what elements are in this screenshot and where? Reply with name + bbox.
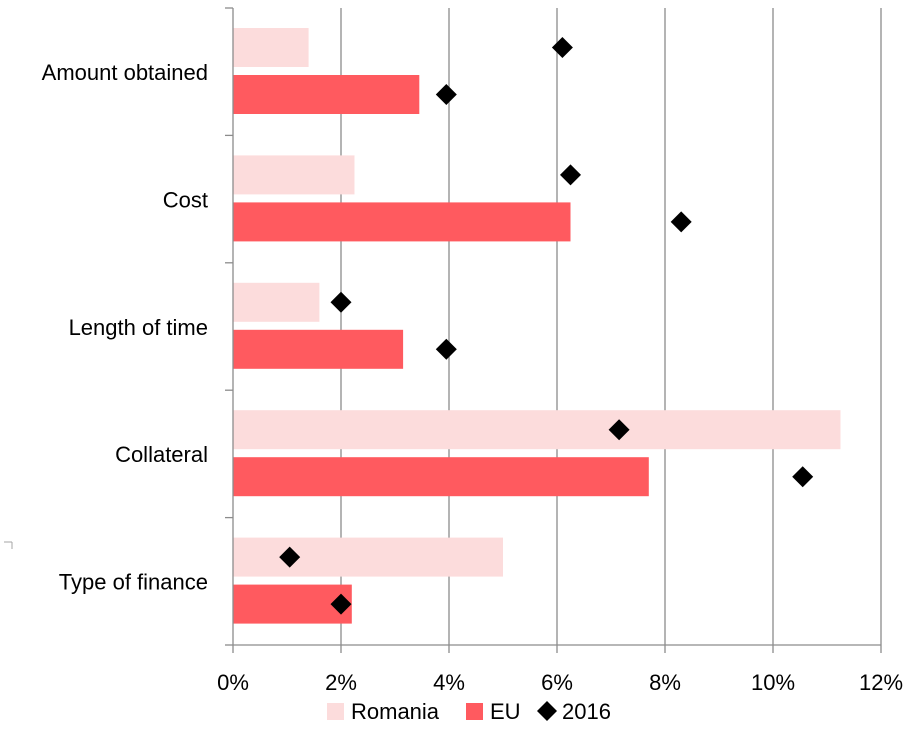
marker-2016-romania (608, 419, 630, 441)
x-tick-labels: 0% 2% 4% 6% 8% 10% 12% (217, 670, 903, 695)
x-tick-label: 12% (859, 670, 903, 695)
legend-label-2016: 2016 (562, 699, 611, 724)
x-tick-label: 10% (751, 670, 795, 695)
x-tick-label: 4% (433, 670, 465, 695)
marker-2016-eu (330, 593, 352, 615)
marker-2016-romania (551, 37, 573, 58)
x-tick-label: 2% (325, 670, 357, 695)
x-tick-label: 0% (217, 670, 249, 695)
bar-romania (233, 282, 320, 322)
legend-label-eu: EU (490, 699, 521, 724)
marker-2016-eu (792, 466, 814, 488)
bar-romania (233, 537, 503, 577)
category-label: Collateral (115, 442, 208, 467)
bar-eu (233, 202, 571, 242)
category-label: Length of time (69, 315, 208, 340)
category-label: Amount obtained (42, 60, 208, 85)
marker-2016-eu (435, 338, 457, 360)
bar-eu (233, 75, 420, 114)
marker-2016-eu (435, 84, 457, 105)
marker-2016-romania (330, 291, 352, 313)
axes (225, 7, 882, 653)
category-label: Cost (163, 187, 208, 212)
bar-romania (233, 155, 355, 195)
markers-group (279, 37, 814, 615)
legend-label-romania: Romania (351, 699, 440, 724)
marker-2016-romania (279, 546, 301, 568)
legend-marker-2016 (537, 701, 557, 721)
x-tick-label: 8% (649, 670, 681, 695)
bar-romania (233, 28, 309, 67)
marker-2016-romania (560, 164, 581, 186)
x-tick-label: 6% (541, 670, 573, 695)
bar-eu (233, 457, 649, 497)
category-label: Type of finance (59, 570, 208, 595)
bar-romania (233, 410, 841, 450)
gridlines (340, 8, 882, 645)
legend-swatch-eu (466, 703, 483, 720)
marker-2016-eu (670, 211, 692, 233)
category-labels: Amount obtained Cost Length of time Collate… (42, 60, 208, 595)
bar-eu (233, 329, 404, 369)
bars-group (233, 28, 841, 624)
legend: Romania EU 2016 (327, 699, 611, 724)
legend-swatch-romania (327, 703, 344, 720)
